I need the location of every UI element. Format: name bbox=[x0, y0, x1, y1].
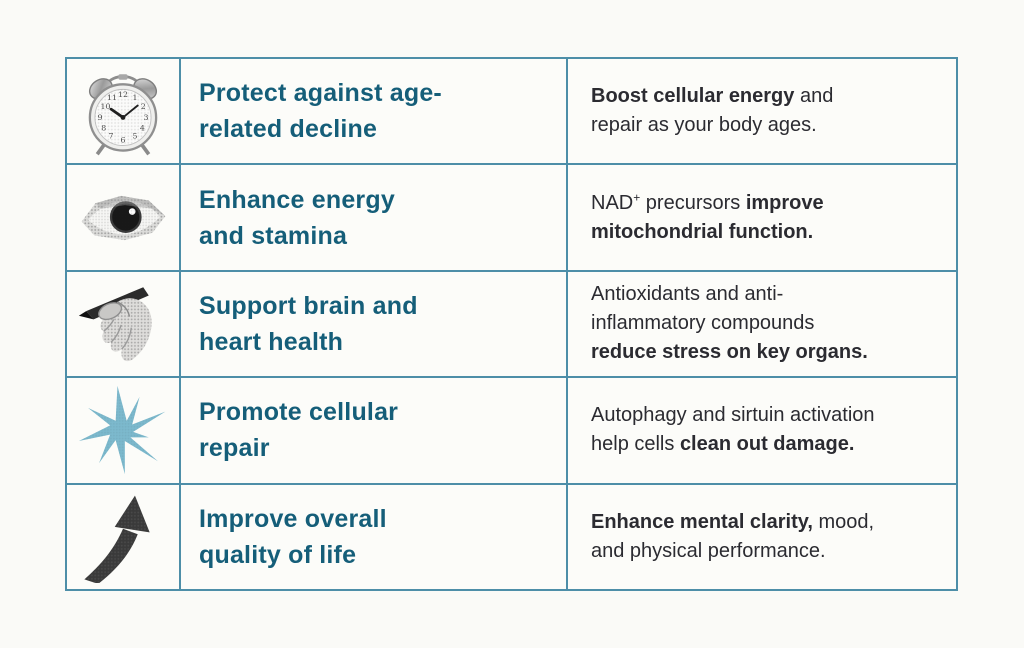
svg-text:3: 3 bbox=[144, 113, 149, 122]
benefit-description: Boost cellular energy and repair as your … bbox=[591, 85, 834, 137]
svg-text:6: 6 bbox=[121, 135, 126, 144]
svg-text:5: 5 bbox=[132, 132, 137, 141]
eye-icon bbox=[77, 172, 169, 264]
icon-cell bbox=[67, 484, 179, 589]
curved-arrow-icon bbox=[84, 495, 150, 583]
alarm-clock-icon: 12 1 2 3 4 5 6 7 8 9 10 11 bbox=[77, 65, 169, 157]
benefit-description: NAD+ precursors improve mitochondrial fun… bbox=[591, 189, 824, 243]
description-cell: NAD+ precursors improve mitochondrial fun… bbox=[568, 165, 956, 270]
svg-text:12: 12 bbox=[118, 90, 128, 99]
hand-writing-icon bbox=[78, 287, 152, 362]
icon-cell bbox=[67, 378, 179, 483]
benefit-cell: Enhance energy and stamina bbox=[181, 165, 566, 270]
starburst-icon bbox=[77, 384, 169, 476]
eye-icon bbox=[81, 195, 166, 240]
benefit-description: Enhance mental clarity, mood, and physica… bbox=[591, 510, 875, 562]
hand-writing-icon bbox=[77, 278, 169, 370]
svg-text:10: 10 bbox=[101, 102, 111, 111]
svg-text:7: 7 bbox=[109, 132, 114, 141]
icon-cell: 12 1 2 3 4 5 6 7 8 9 10 11 bbox=[67, 59, 179, 164]
benefit-cell: Promote cellular repair bbox=[181, 378, 566, 483]
description-cell: Boost cellular energy and repair as your … bbox=[568, 59, 956, 164]
benefit-cell: Protect against age-related decline bbox=[181, 59, 566, 164]
svg-text:8: 8 bbox=[101, 124, 106, 133]
benefit-heading: Promote cellular repair bbox=[199, 398, 399, 463]
icon-cell bbox=[67, 165, 179, 270]
benefit-heading: Improve overall quality of life bbox=[199, 504, 387, 569]
curved-arrow-icon bbox=[77, 491, 169, 583]
starburst-icon bbox=[78, 386, 166, 475]
description-cell: Autophagy and sirtuin activation help cel… bbox=[568, 378, 956, 483]
alarm-clock-icon: 12 1 2 3 4 5 6 7 8 9 10 11 bbox=[88, 74, 158, 156]
benefit-cell: Support brain and heart health bbox=[181, 271, 566, 377]
benefit-heading: Enhance energy and stamina bbox=[199, 185, 395, 250]
benefit-cell: Improve overall quality of life bbox=[181, 484, 566, 589]
description-cell: Antioxidants and anti-inflammatory compo… bbox=[568, 271, 956, 377]
svg-text:11: 11 bbox=[107, 93, 117, 102]
svg-text:9: 9 bbox=[98, 113, 103, 122]
benefits-table: 12 1 2 3 4 5 6 7 8 9 10 11 Protect again… bbox=[65, 57, 958, 591]
benefit-heading: Support brain and heart health bbox=[199, 291, 418, 356]
benefit-description: Autophagy and sirtuin activation help cel… bbox=[591, 404, 875, 456]
benefit-heading: Protect against age-related decline bbox=[199, 79, 442, 144]
description-cell: Enhance mental clarity, mood, and physica… bbox=[568, 484, 956, 589]
svg-text:1: 1 bbox=[132, 93, 137, 102]
benefit-description: Antioxidants and anti-inflammatory compo… bbox=[591, 283, 868, 364]
svg-text:4: 4 bbox=[140, 124, 145, 133]
icon-cell bbox=[67, 271, 179, 377]
svg-text:2: 2 bbox=[141, 102, 146, 111]
